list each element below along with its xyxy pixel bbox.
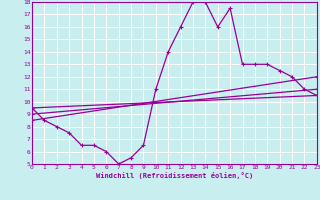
- X-axis label: Windchill (Refroidissement éolien,°C): Windchill (Refroidissement éolien,°C): [96, 172, 253, 179]
